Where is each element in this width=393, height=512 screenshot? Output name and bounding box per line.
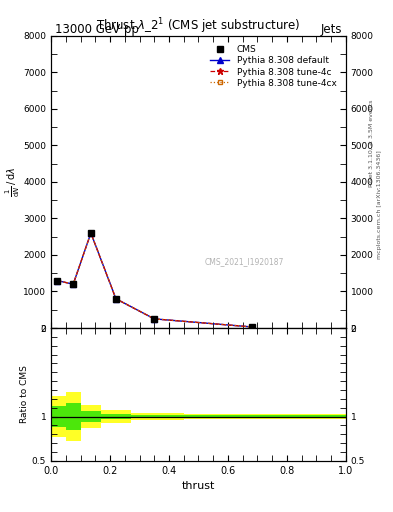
- CMS: [249, 324, 254, 330]
- Pythia 8.308 tune-4c: [152, 316, 156, 322]
- Pythia 8.308 tune-4c: [71, 281, 75, 287]
- Pythia 8.308 default: [88, 230, 93, 236]
- Pythia 8.308 default: [114, 296, 118, 302]
- Pythia 8.308 tune-4cx: [55, 278, 59, 284]
- Pythia 8.308 tune-4cx: [152, 316, 156, 322]
- CMS: [71, 281, 75, 287]
- Pythia 8.308 tune-4c: [114, 296, 118, 302]
- Text: CMS_2021_I1920187: CMS_2021_I1920187: [204, 257, 284, 266]
- Legend: CMS, Pythia 8.308 default, Pythia 8.308 tune-4c, Pythia 8.308 tune-4cx: CMS, Pythia 8.308 default, Pythia 8.308 …: [208, 44, 338, 90]
- X-axis label: thrust: thrust: [182, 481, 215, 491]
- Pythia 8.308 tune-4c: [249, 324, 254, 330]
- Text: Rivet 3.1.10, ≥ 3.5M events: Rivet 3.1.10, ≥ 3.5M events: [369, 100, 374, 187]
- CMS: [88, 230, 93, 236]
- Pythia 8.308 tune-4cx: [114, 296, 118, 302]
- Line: Pythia 8.308 default: Pythia 8.308 default: [54, 230, 254, 330]
- CMS: [55, 278, 59, 284]
- CMS: [152, 316, 156, 322]
- Text: Jets: Jets: [320, 23, 342, 36]
- Pythia 8.308 tune-4cx: [88, 230, 93, 236]
- Y-axis label: Ratio to CMS: Ratio to CMS: [20, 366, 29, 423]
- Pythia 8.308 tune-4c: [55, 278, 59, 284]
- CMS: [114, 296, 118, 302]
- Pythia 8.308 tune-4cx: [71, 281, 75, 287]
- Pythia 8.308 default: [152, 316, 156, 322]
- Pythia 8.308 tune-4cx: [249, 324, 254, 330]
- Pythia 8.308 default: [249, 324, 254, 330]
- Title: Thrust $\lambda\_2^1$ (CMS jet substructure): Thrust $\lambda\_2^1$ (CMS jet substruct…: [96, 16, 301, 36]
- Line: Pythia 8.308 tune-4cx: Pythia 8.308 tune-4cx: [55, 230, 254, 329]
- Text: mcplots.cern.ch [arXiv:1306.3436]: mcplots.cern.ch [arXiv:1306.3436]: [377, 151, 382, 259]
- Line: Pythia 8.308 tune-4c: Pythia 8.308 tune-4c: [53, 229, 255, 330]
- Text: 13000 GeV pp: 13000 GeV pp: [55, 23, 139, 36]
- Y-axis label: $\frac{1}{\mathrm{d}N}\,/\,\mathrm{d}\lambda$: $\frac{1}{\mathrm{d}N}\,/\,\mathrm{d}\la…: [4, 167, 22, 197]
- Line: CMS: CMS: [54, 230, 254, 330]
- Pythia 8.308 tune-4c: [88, 230, 93, 236]
- Pythia 8.308 default: [71, 281, 75, 287]
- Pythia 8.308 default: [55, 278, 59, 284]
